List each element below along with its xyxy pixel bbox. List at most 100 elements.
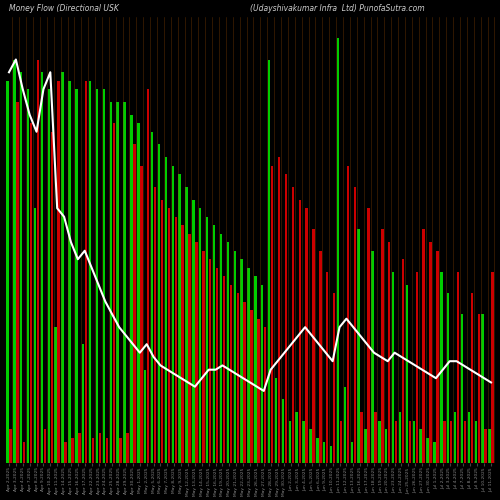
Bar xyxy=(330,446,332,463)
Bar xyxy=(174,216,177,463)
Bar xyxy=(350,442,353,463)
Bar xyxy=(89,81,92,463)
Bar xyxy=(478,314,480,463)
Bar xyxy=(199,208,202,463)
Bar xyxy=(230,284,232,463)
Bar xyxy=(340,420,342,463)
Bar xyxy=(392,272,394,463)
Bar xyxy=(381,230,384,463)
Bar xyxy=(484,429,487,463)
Bar xyxy=(368,208,370,463)
Bar xyxy=(406,284,408,463)
Bar xyxy=(226,242,229,463)
Bar xyxy=(172,166,174,463)
Bar xyxy=(402,259,404,463)
Bar xyxy=(447,293,450,463)
Bar xyxy=(374,412,376,463)
Bar xyxy=(254,276,256,463)
Bar xyxy=(426,438,428,463)
Text: (Udayshivakumar Infra  Ltd) PunofaSutra.com: (Udayshivakumar Infra Ltd) PunofaSutra.c… xyxy=(250,4,424,13)
Bar xyxy=(346,166,349,463)
Bar xyxy=(257,318,260,463)
Bar xyxy=(296,412,298,463)
Bar xyxy=(112,123,115,463)
Bar xyxy=(316,438,318,463)
Bar xyxy=(192,200,194,463)
Bar xyxy=(140,166,142,463)
Bar xyxy=(99,434,101,463)
Bar xyxy=(250,310,252,463)
Bar xyxy=(72,438,74,463)
Bar xyxy=(323,442,326,463)
Bar xyxy=(492,272,494,463)
Bar xyxy=(464,420,466,463)
Bar xyxy=(209,259,212,463)
Bar xyxy=(248,268,250,463)
Bar xyxy=(306,208,308,463)
Bar xyxy=(116,102,119,463)
Bar xyxy=(158,144,160,463)
Bar xyxy=(282,400,284,463)
Bar xyxy=(206,216,208,463)
Bar xyxy=(161,200,163,463)
Bar xyxy=(147,90,150,463)
Bar xyxy=(482,314,484,463)
Bar xyxy=(436,250,438,463)
Bar xyxy=(133,144,136,463)
Bar xyxy=(344,386,346,463)
Bar xyxy=(385,429,388,463)
Bar xyxy=(164,157,167,463)
Bar xyxy=(16,102,18,463)
Bar xyxy=(85,81,87,463)
Bar xyxy=(240,259,243,463)
Bar xyxy=(154,187,156,463)
Bar xyxy=(358,230,360,463)
Bar xyxy=(178,174,181,463)
Bar xyxy=(75,90,78,463)
Bar xyxy=(236,293,239,463)
Bar xyxy=(298,200,301,463)
Bar xyxy=(399,412,401,463)
Bar xyxy=(144,370,146,463)
Bar xyxy=(326,272,328,463)
Bar xyxy=(54,327,57,463)
Bar xyxy=(378,420,380,463)
Bar xyxy=(220,234,222,463)
Bar xyxy=(408,420,411,463)
Bar xyxy=(312,230,314,463)
Bar xyxy=(457,272,460,463)
Bar xyxy=(186,187,188,463)
Bar xyxy=(440,272,442,463)
Bar xyxy=(333,293,336,463)
Bar xyxy=(168,208,170,463)
Bar xyxy=(450,420,452,463)
Bar xyxy=(182,225,184,463)
Bar xyxy=(310,429,312,463)
Bar xyxy=(420,429,422,463)
Text: Money Flow (Directional USK: Money Flow (Directional USK xyxy=(9,4,119,13)
Bar xyxy=(284,174,287,463)
Bar xyxy=(50,132,53,463)
Bar xyxy=(488,429,490,463)
Bar xyxy=(454,412,456,463)
Bar xyxy=(27,90,30,463)
Bar xyxy=(34,208,36,463)
Bar xyxy=(288,420,291,463)
Bar xyxy=(106,438,108,463)
Bar xyxy=(433,442,436,463)
Bar xyxy=(37,60,40,463)
Bar xyxy=(412,420,415,463)
Bar xyxy=(151,132,154,463)
Bar xyxy=(58,81,60,463)
Bar xyxy=(213,225,216,463)
Bar xyxy=(264,327,266,463)
Bar xyxy=(126,434,129,463)
Bar xyxy=(110,102,112,463)
Bar xyxy=(275,378,277,463)
Bar xyxy=(430,242,432,463)
Bar xyxy=(271,166,274,463)
Bar xyxy=(371,250,374,463)
Bar xyxy=(40,72,43,463)
Bar xyxy=(20,72,22,463)
Bar xyxy=(195,242,198,463)
